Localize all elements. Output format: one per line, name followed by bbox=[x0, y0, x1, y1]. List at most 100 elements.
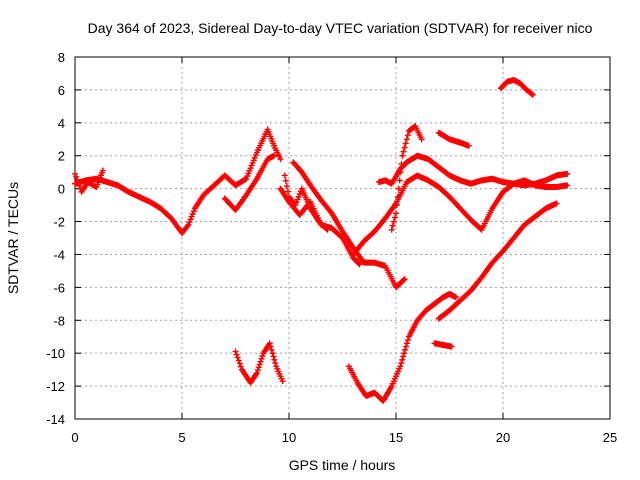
data-point bbox=[564, 182, 571, 189]
plot-frame bbox=[74, 56, 611, 420]
chart-title: Day 364 of 2023, Sidereal Day-to-day VTE… bbox=[88, 20, 593, 36]
data-point bbox=[272, 360, 279, 367]
data-point bbox=[396, 177, 403, 184]
y-tick-label: -14 bbox=[46, 412, 65, 427]
data-points bbox=[72, 77, 571, 404]
data-point bbox=[389, 222, 396, 229]
series-arc-12 bbox=[232, 340, 286, 386]
data-point bbox=[398, 360, 405, 367]
data-point bbox=[403, 136, 410, 143]
data-point bbox=[74, 176, 81, 183]
series-arc-7 bbox=[350, 172, 571, 258]
data-point bbox=[254, 367, 261, 374]
x-axis-label: GPS time / hours bbox=[289, 457, 396, 473]
y-tick-label: 0 bbox=[58, 182, 65, 197]
y-tick-label: -2 bbox=[53, 215, 65, 230]
data-point bbox=[401, 144, 408, 151]
data-point bbox=[356, 261, 363, 268]
data-point bbox=[296, 191, 303, 198]
y-axis-label: SDTVAR / TECUs bbox=[5, 182, 21, 294]
data-point bbox=[294, 196, 301, 203]
data-point bbox=[402, 343, 409, 350]
data-point bbox=[390, 218, 397, 225]
series-arc-1 bbox=[72, 126, 284, 237]
x-tick-label: 10 bbox=[282, 430, 296, 445]
data-point bbox=[281, 172, 288, 179]
data-point bbox=[402, 346, 409, 353]
data-point bbox=[399, 152, 406, 159]
data-point bbox=[271, 356, 278, 363]
data-point bbox=[324, 226, 331, 233]
data-point bbox=[266, 340, 273, 347]
data-point bbox=[404, 132, 411, 139]
data-point bbox=[394, 193, 401, 200]
data-point bbox=[465, 142, 472, 149]
series-arc-5 bbox=[281, 172, 331, 233]
data-point bbox=[267, 343, 274, 350]
data-point bbox=[187, 216, 194, 223]
y-tick-label: -6 bbox=[53, 280, 65, 295]
data-point bbox=[448, 343, 455, 350]
data-point bbox=[393, 210, 399, 217]
data-point bbox=[564, 170, 571, 177]
y-tick-label: 6 bbox=[58, 83, 65, 98]
data-point bbox=[234, 354, 241, 361]
data-point bbox=[397, 363, 404, 370]
data-point bbox=[282, 177, 289, 184]
series-arc-11 bbox=[497, 77, 536, 98]
data-point bbox=[391, 214, 398, 221]
series-arc-15 bbox=[435, 200, 560, 322]
data-point bbox=[388, 226, 395, 233]
series-arc-10 bbox=[435, 129, 472, 149]
data-point bbox=[284, 188, 291, 195]
data-point bbox=[232, 348, 239, 355]
data-point bbox=[271, 152, 278, 159]
data-point bbox=[186, 219, 193, 226]
data-point bbox=[72, 170, 78, 177]
data-point bbox=[404, 337, 411, 344]
y-tick-label: -10 bbox=[46, 346, 65, 361]
data-point bbox=[253, 369, 260, 376]
data-point bbox=[323, 225, 330, 232]
data-point bbox=[401, 276, 408, 283]
data-point bbox=[452, 294, 459, 301]
data-point bbox=[401, 350, 408, 357]
data-point bbox=[237, 363, 244, 370]
series-arc-14 bbox=[431, 340, 455, 350]
data-point bbox=[257, 358, 264, 365]
series-arc-2 bbox=[72, 167, 106, 195]
y-tick-label: -4 bbox=[53, 247, 65, 262]
data-point bbox=[292, 202, 299, 209]
data-point bbox=[73, 173, 80, 180]
data-point bbox=[553, 200, 560, 207]
data-point bbox=[256, 361, 263, 368]
data-point bbox=[400, 353, 407, 360]
series-arc-13 bbox=[345, 290, 459, 404]
data-point bbox=[99, 167, 106, 174]
series-arc-3 bbox=[221, 152, 278, 214]
data-point bbox=[397, 169, 404, 176]
data-point bbox=[279, 378, 286, 385]
data-point bbox=[268, 346, 275, 353]
data-point bbox=[185, 221, 192, 228]
data-point bbox=[270, 353, 277, 360]
data-point bbox=[395, 185, 402, 192]
data-point bbox=[76, 182, 83, 189]
data-point bbox=[283, 183, 290, 190]
x-tick-label: 25 bbox=[603, 430, 617, 445]
data-point bbox=[235, 357, 242, 364]
axis-ticks: 0 5 10 15 20 25 -14 -12 -10 -8 -6 -4 -2 0 2 4 6 8 bbox=[46, 50, 617, 445]
series-arc-9 bbox=[388, 123, 425, 233]
data-point bbox=[393, 202, 400, 209]
data-point bbox=[403, 340, 410, 347]
data-point bbox=[295, 193, 302, 200]
data-point bbox=[277, 156, 284, 163]
data-point bbox=[258, 355, 265, 362]
data-point bbox=[400, 277, 407, 284]
data-point bbox=[400, 148, 407, 155]
data-point bbox=[233, 351, 240, 358]
data-point bbox=[188, 213, 195, 220]
y-tick-label: -12 bbox=[46, 379, 65, 394]
data-point bbox=[189, 210, 196, 217]
